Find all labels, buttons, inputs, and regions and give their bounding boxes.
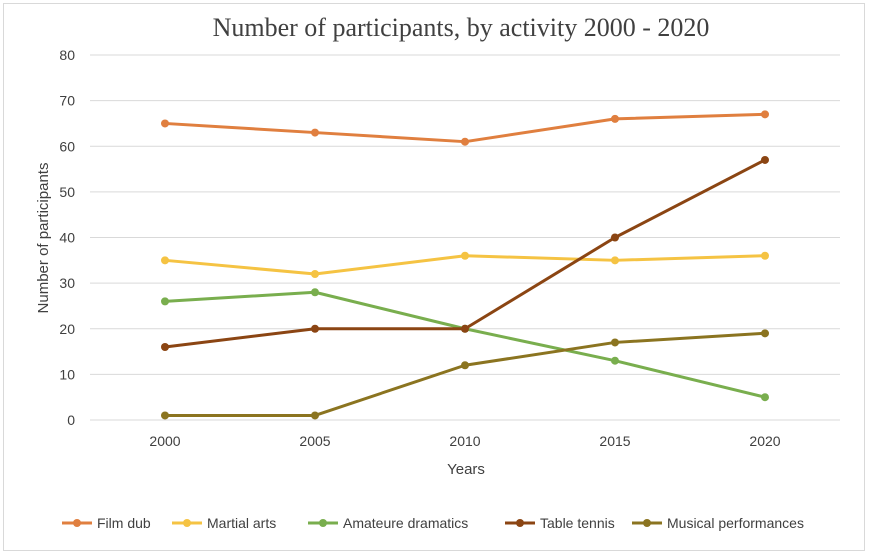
data-point [761, 155, 769, 164]
y-tick-label: 40 [59, 230, 75, 246]
y-tick-label: 10 [59, 366, 75, 382]
y-axis-ticks: 0 10 20 30 40 50 60 70 80 [59, 47, 75, 428]
legend: Film dub Martial arts Amateure dramatics Ta… [62, 515, 804, 531]
y-tick-label: 30 [59, 275, 75, 291]
x-axis-label: Years [447, 461, 485, 478]
data-point [461, 251, 469, 260]
data-point [311, 270, 319, 278]
legend-swatch-marker [319, 519, 327, 527]
legend-label: Table tennis [540, 515, 615, 531]
legend-label: Film dub [97, 515, 151, 531]
legend-swatch-marker [643, 519, 651, 527]
data-point [311, 411, 319, 420]
series-table-tennis [161, 155, 769, 351]
x-tick-label: 2015 [599, 433, 630, 449]
x-axis-ticks: 2000 2005 2010 2015 2020 [149, 433, 780, 449]
data-point [311, 288, 319, 297]
series-line [163, 112, 767, 144]
data-point [611, 114, 619, 123]
series-film-dub [161, 110, 769, 146]
data-point [161, 411, 169, 420]
legend-swatch-marker [183, 519, 191, 527]
data-point [761, 393, 769, 402]
data-point [161, 256, 169, 265]
series-martial-arts [161, 251, 769, 278]
x-tick-label: 2020 [749, 433, 780, 449]
legend-item: Amateure dramatics [308, 515, 468, 531]
data-point [161, 297, 169, 306]
y-axis-label: Number of participants [35, 163, 52, 314]
data-point [461, 137, 469, 146]
x-tick-label: 2010 [449, 433, 480, 449]
data-point [611, 256, 619, 265]
data-point [761, 110, 769, 119]
data-point [461, 324, 469, 333]
legend-swatch-marker [73, 519, 81, 527]
legend-label: Musical performances [667, 515, 804, 531]
y-tick-label: 20 [59, 321, 75, 337]
chart-frame [3, 3, 865, 551]
chart-title: Number of participants, by activity 2000… [213, 13, 710, 42]
data-point [161, 343, 169, 351]
y-tick-label: 0 [67, 412, 75, 428]
data-point [311, 128, 319, 137]
data-point [761, 251, 769, 260]
series-group [161, 110, 769, 420]
data-point [611, 356, 619, 365]
data-point [311, 324, 319, 333]
x-tick-label: 2005 [299, 433, 330, 449]
y-tick-label: 70 [59, 93, 75, 109]
legend-item: Martial arts [172, 515, 276, 531]
legend-item: Film dub [62, 515, 151, 531]
data-point [161, 119, 169, 128]
legend-label: Amateure dramatics [343, 515, 468, 531]
legend-item: Musical performances [632, 515, 804, 531]
legend-item: Table tennis [505, 515, 615, 531]
series-line [163, 290, 767, 399]
gridlines [90, 54, 840, 375]
series-musical-performances [161, 329, 769, 420]
data-point [611, 233, 619, 242]
y-tick-label: 60 [59, 138, 75, 154]
data-point [461, 361, 469, 370]
data-point [611, 338, 619, 347]
y-tick-label: 50 [59, 184, 75, 200]
series-amateure-dramatics [161, 288, 769, 402]
data-point [761, 329, 769, 338]
x-tick-label: 2000 [149, 433, 180, 449]
legend-label: Martial arts [207, 515, 276, 531]
y-tick-label: 80 [59, 47, 75, 63]
legend-swatch-marker [516, 519, 524, 527]
